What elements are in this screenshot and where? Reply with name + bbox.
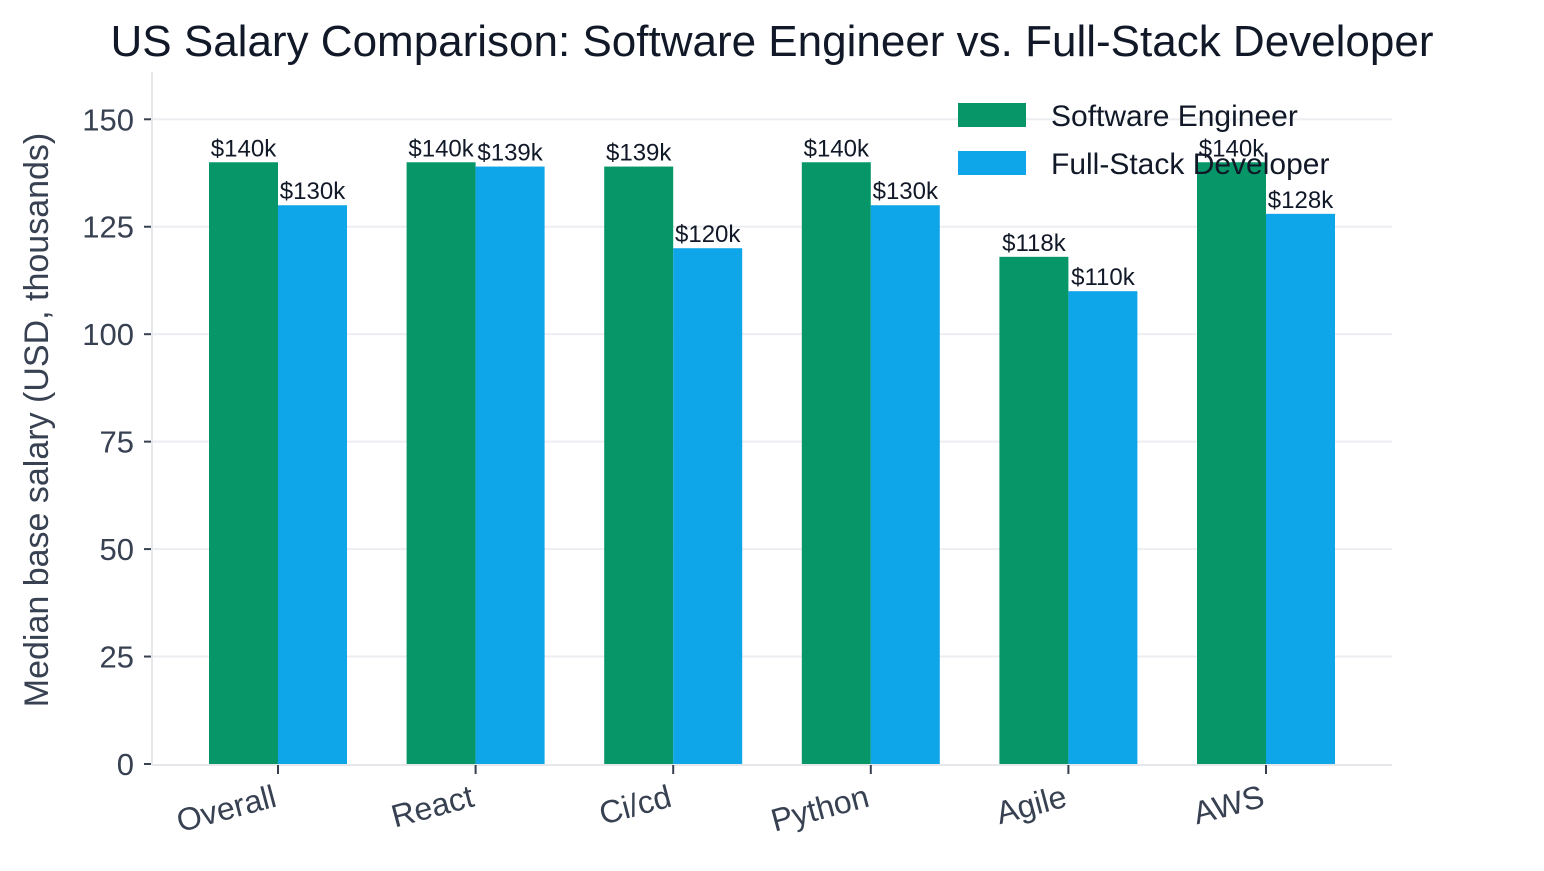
x-tick-label: Python	[767, 778, 873, 839]
grid-lines	[152, 118, 1392, 658]
legend: Software Engineer Full-Stack Developer	[958, 100, 1329, 181]
bar-value-label: $118k	[1002, 230, 1067, 257]
legend-swatch-full-stack-developer	[958, 151, 1026, 175]
bar-software-engineer-python	[801, 162, 871, 764]
bar-software-engineer-react	[406, 162, 476, 764]
bar-full-stack-developer-aws	[1266, 213, 1335, 765]
bar-value-label: $128k	[1268, 187, 1334, 214]
bar-value-label: $140k	[804, 135, 870, 162]
data-labels: $140k$130k$140k $139k $139k$120k$140k$130k…	[211, 135, 1334, 291]
bar-value-label: $130k	[873, 178, 939, 205]
bar-value-label: $130k	[280, 178, 346, 205]
y-tick-label: 75	[100, 425, 134, 460]
y-tick-label: 100	[82, 317, 134, 352]
x-tick-label: Overall	[173, 778, 280, 839]
bar-full-stack-developer-react	[475, 166, 545, 764]
bar-value-label: $139k	[606, 140, 672, 167]
y-tick-label: 50	[100, 532, 134, 567]
bar-full-stack-developer-python	[870, 205, 940, 764]
bar-software-engineer-ci-cd	[604, 166, 674, 764]
bar-full-stack-developer-agile	[1068, 291, 1138, 764]
bars	[209, 162, 1335, 765]
y-tick-label: 150	[82, 102, 134, 137]
legend-swatch-software-engineer	[958, 103, 1026, 127]
x-tick-label: Agile	[992, 778, 1070, 831]
bar-value-label: $140k	[211, 135, 277, 162]
legend-label: Full-Stack Developer	[1051, 148, 1329, 181]
bar-value-label: $110k	[1071, 264, 1136, 291]
bar-full-stack-developer-ci-cd	[673, 248, 743, 764]
y-tick-label: 0	[117, 747, 134, 782]
bar-value-label: $140k	[408, 135, 474, 162]
x-tick-label: AWS	[1189, 778, 1268, 831]
bar-value-label: $120k	[675, 221, 741, 248]
bar-software-engineer-agile	[999, 256, 1069, 764]
bar-value-label: $140k	[1199, 135, 1265, 162]
y-tick-label: 125	[82, 210, 134, 245]
chart-title: US Salary Comparison: Software Engineer …	[111, 17, 1434, 66]
bar-full-stack-developer-overall	[278, 205, 347, 764]
x-tick-label: React	[387, 778, 477, 834]
bar-software-engineer-aws	[1197, 162, 1266, 764]
bar-software-engineer-overall	[209, 162, 278, 764]
y-axis-title: Median base salary (USD, thousands)	[18, 133, 56, 708]
x-tick-label: Ci/cd	[595, 778, 675, 832]
legend-label: Software Engineer	[1051, 100, 1298, 133]
y-tick-label: 25	[100, 640, 134, 675]
bar-value-label: $139k	[477, 140, 543, 167]
